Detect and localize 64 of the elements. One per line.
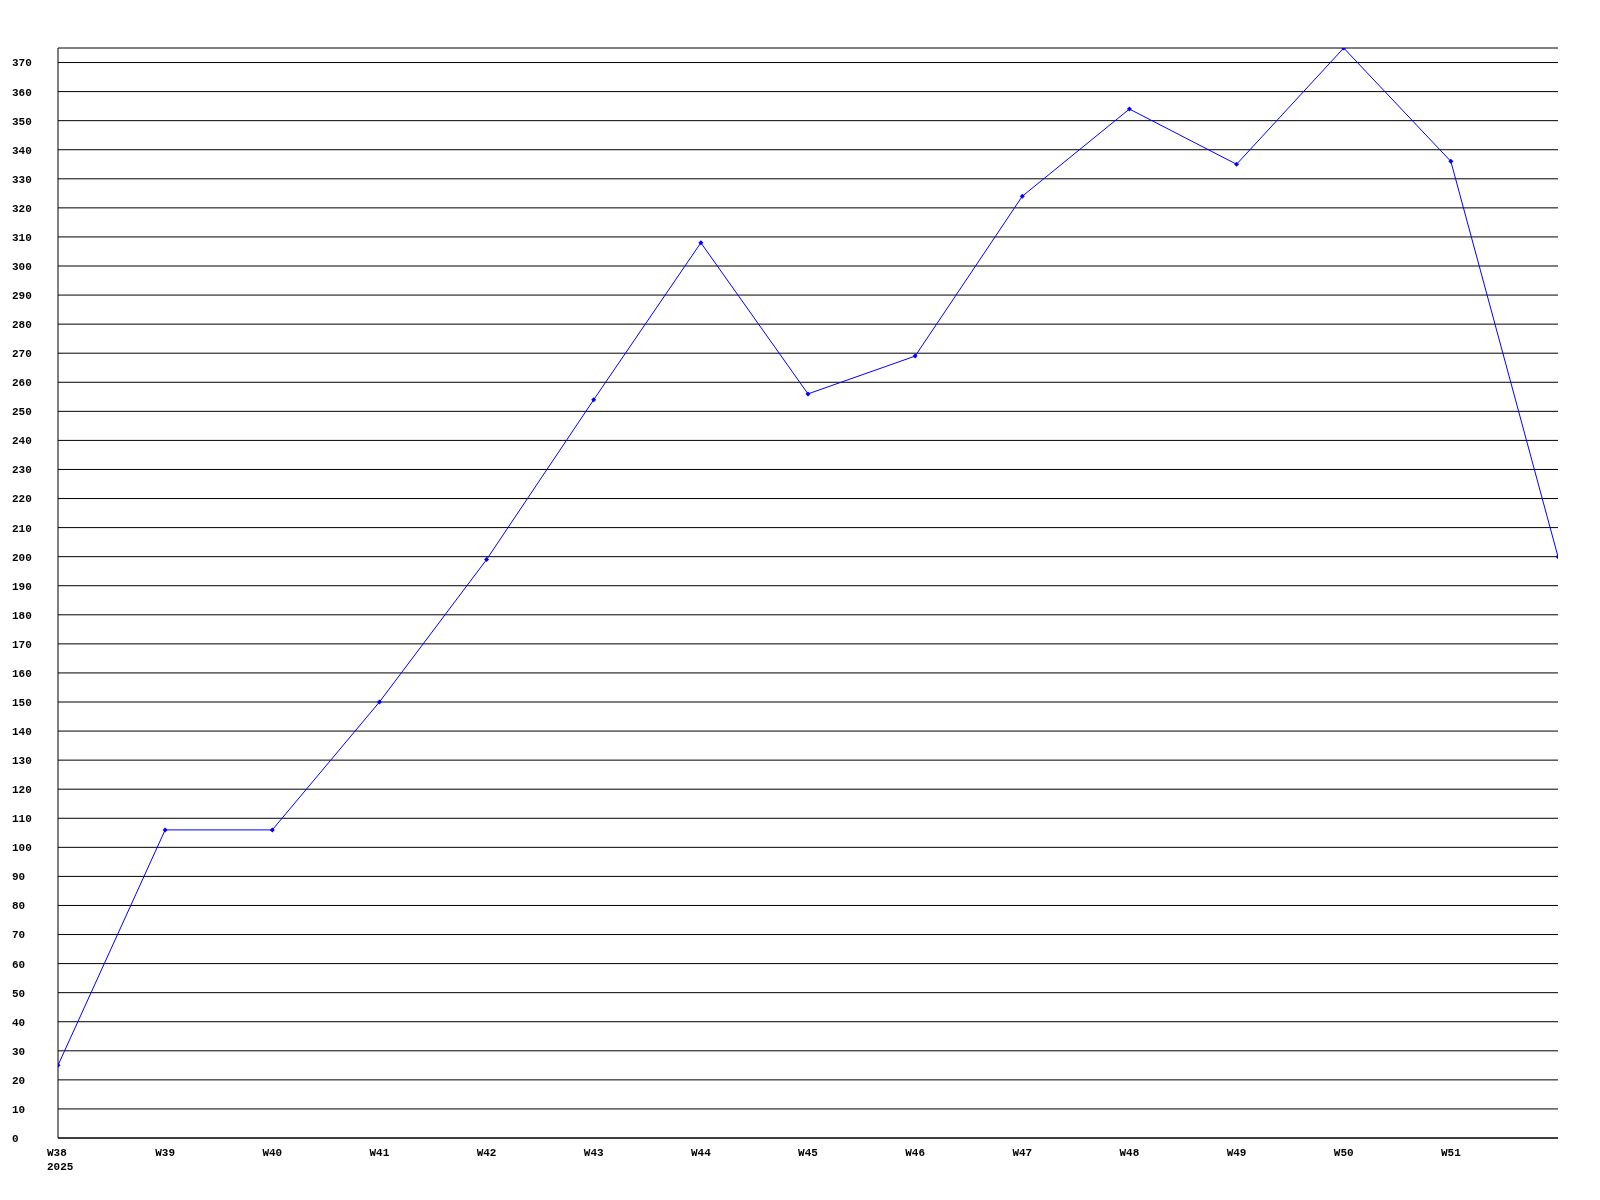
- y-tick-label: 30: [12, 1045, 26, 1058]
- x-tick-label: W39: [155, 1147, 176, 1159]
- point: [162, 827, 168, 833]
- point: [269, 827, 275, 833]
- y-tick-label: 70: [12, 929, 26, 942]
- y-tick-label: 160: [12, 667, 32, 680]
- y-tick-label: 230: [12, 464, 32, 477]
- y-tick-label: 210: [12, 522, 32, 535]
- y-tick-label: 0: [12, 1132, 19, 1145]
- x-tick-label: W48: [1119, 1147, 1140, 1159]
- y-tick-label: 110: [12, 813, 32, 826]
- y-tick-label: 270: [12, 348, 32, 361]
- y-tick-label: 330: [12, 173, 32, 186]
- y-tick-label: 300: [12, 260, 32, 273]
- y-tick-label: 320: [12, 202, 32, 215]
- point: [1448, 158, 1454, 164]
- point: [698, 240, 704, 246]
- y-tick-label: 150: [12, 696, 32, 709]
- point: [912, 353, 918, 359]
- x-tick-label: W43: [583, 1147, 605, 1159]
- x-tick-label: W41: [369, 1147, 390, 1159]
- y-tick-label: 250: [12, 406, 32, 419]
- x-tick-label: W44: [690, 1147, 712, 1159]
- x-tick-label: W51: [1440, 1147, 1462, 1159]
- y-tick-label: 180: [12, 609, 32, 622]
- y-tick-label: 290: [12, 289, 32, 302]
- x-tick-label: W42: [476, 1147, 497, 1159]
- point: [1019, 193, 1025, 199]
- y-tick-label: 20: [12, 1074, 26, 1087]
- x-tick-label: W46: [905, 1147, 926, 1159]
- y-tick-label: 140: [12, 725, 32, 738]
- y-tick-label: 310: [12, 231, 32, 244]
- point: [376, 699, 382, 705]
- y-tick-label: 190: [12, 580, 32, 593]
- x-tick-label: W50: [1333, 1147, 1354, 1159]
- y-tick-label: 240: [12, 435, 32, 448]
- y-tick-label: 360: [12, 86, 32, 99]
- x-tick-label: W47: [1012, 1147, 1033, 1159]
- y-tick-label: 220: [12, 493, 32, 506]
- y-tick-label: 370: [12, 57, 32, 70]
- point: [484, 557, 490, 563]
- y-tick-label: 50: [12, 987, 26, 1000]
- y-tick-label: 170: [12, 638, 32, 651]
- y-tick-label: 280: [12, 319, 32, 332]
- y-tick-label: 130: [12, 755, 32, 768]
- x-tick-label: W49: [1226, 1147, 1247, 1159]
- y-tick-label: 260: [12, 377, 32, 390]
- x-tick-label: W38 2025: [47, 1147, 74, 1173]
- point: [805, 391, 811, 397]
- y-tick-label: 340: [12, 144, 32, 157]
- y-tick-label: 200: [12, 551, 32, 564]
- x-tick-label: W45: [798, 1147, 819, 1159]
- y-tick-label: 80: [12, 900, 26, 913]
- y-tick-label: 120: [12, 784, 32, 797]
- point: [1234, 161, 1240, 167]
- x-tick-label: W40: [262, 1147, 283, 1159]
- point: [1126, 106, 1132, 112]
- y-tick-label: 90: [12, 871, 26, 884]
- y-tick-label: 60: [12, 958, 26, 971]
- y-tick-label: 40: [12, 1016, 26, 1029]
- y-tick-label: 100: [12, 842, 32, 855]
- y-tick-label: 10: [12, 1103, 26, 1116]
- y-tick-label: 350: [12, 115, 32, 128]
- point: [591, 397, 597, 403]
